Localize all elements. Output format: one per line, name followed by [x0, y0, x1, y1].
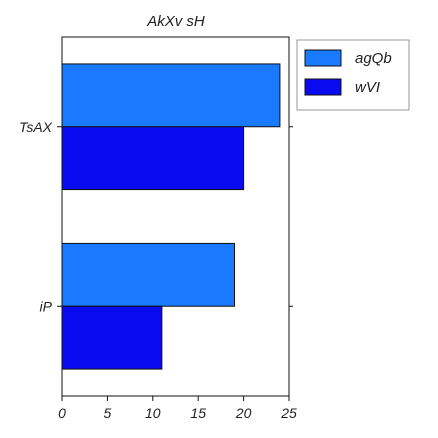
y-tick-label: iP — [40, 298, 53, 314]
x-tick-label: 25 — [280, 405, 297, 421]
legend-label-agQb: agQb — [355, 50, 392, 67]
x-tick-label: 20 — [235, 405, 252, 421]
x-tick-label: 5 — [104, 405, 112, 421]
bar-wVI-iP — [61, 305, 163, 370]
bar-agQb-iP — [61, 242, 236, 307]
bar-wVI-TsAX — [61, 126, 245, 191]
bar-agQb-TsAX — [61, 63, 281, 128]
plot-frame — [61, 36, 290, 397]
bars-group — [61, 63, 281, 370]
x-tick-label: 15 — [190, 405, 206, 421]
legend-swatch-wVI — [304, 78, 342, 96]
legend: agQb wVI — [296, 39, 410, 111]
x-tick-label: 0 — [58, 405, 66, 421]
axes-group: TsAX iP 0 5 10 15 20 25 — [19, 36, 297, 421]
legend-swatch-agQb — [304, 49, 342, 67]
y-tick-label: TsAX — [19, 119, 53, 135]
x-tick-label: 10 — [145, 405, 161, 421]
chart-title: AkXv sH — [146, 13, 205, 30]
legend-label-wVI: wVI — [355, 79, 380, 96]
legend-box — [296, 39, 410, 111]
